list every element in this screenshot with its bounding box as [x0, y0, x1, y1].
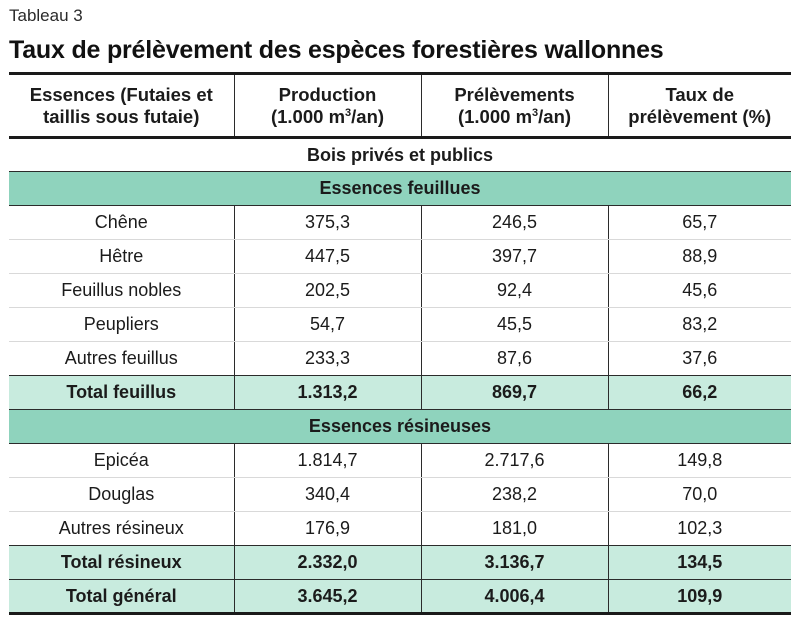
- species-name: Chêne: [9, 205, 235, 240]
- table-title: Taux de prélèvement des espèces forestiè…: [9, 36, 664, 64]
- prelevements-value: 45,5: [420, 307, 609, 342]
- grand-total-prelevements: 4.006,4: [420, 579, 609, 614]
- prelevements-value: 238,2: [420, 477, 609, 512]
- grand-total-name: Total général: [9, 579, 235, 614]
- total-prelevements: 869,7: [420, 375, 609, 410]
- group-label: Essences résineuses: [308, 416, 492, 436]
- total-name: Total résineux: [9, 545, 235, 580]
- total-taux: 66,2: [607, 375, 791, 410]
- species-name: Feuillus nobles: [9, 273, 235, 308]
- total-production: 2.332,0: [233, 545, 422, 580]
- production-value: 375,3: [233, 205, 422, 240]
- production-value: 447,5: [233, 239, 422, 274]
- table-row: Autres feuillus 233,3 87,6 37,6: [9, 341, 791, 376]
- total-production: 1.313,2: [233, 375, 422, 410]
- taux-value: 37,6: [607, 341, 791, 376]
- group-label: Essences feuillues: [319, 178, 481, 198]
- grand-total-taux: 109,9: [607, 579, 791, 614]
- taux-value: 149,8: [607, 443, 791, 478]
- column-header-production: Production (1.000 m3/an): [233, 73, 422, 138]
- species-name: Autres feuillus: [9, 341, 235, 376]
- total-row-feuillus: Total feuillus 1.313,2 869,7 66,2: [9, 375, 791, 410]
- total-prelevements: 3.136,7: [420, 545, 609, 580]
- group-header-feuillus: Essences feuillues: [9, 171, 791, 206]
- prelevements-value: 92,4: [420, 273, 609, 308]
- prelevements-value: 181,0: [420, 511, 609, 546]
- column-header-taux: Taux de prélèvement (%): [607, 73, 791, 138]
- table-row: Chêne 375,3 246,5 65,7: [9, 205, 791, 240]
- species-name: Autres résineux: [9, 511, 235, 546]
- production-value: 202,5: [233, 273, 422, 308]
- group-header-resineux: Essences résineuses: [9, 409, 791, 444]
- prelevements-value: 87,6: [420, 341, 609, 376]
- taux-value: 88,9: [607, 239, 791, 274]
- table-row: Peupliers 54,7 45,5 83,2: [9, 307, 791, 342]
- table-label: Tableau 3: [9, 6, 83, 25]
- species-name: Douglas: [9, 477, 235, 512]
- production-value: 176,9: [233, 511, 422, 546]
- table-row: Epicéa 1.814,7 2.717,6 149,8: [9, 443, 791, 478]
- column-header-essences: Essences (Futaies et taillis sous futaie…: [9, 73, 235, 138]
- taux-value: 102,3: [607, 511, 791, 546]
- prelevements-value: 2.717,6: [420, 443, 609, 478]
- total-taux: 134,5: [607, 545, 791, 580]
- grand-total-production: 3.645,2: [233, 579, 422, 614]
- prelevements-value: 397,7: [420, 239, 609, 274]
- production-value: 233,3: [233, 341, 422, 376]
- column-header-prelevements: Prélèvements (1.000 m3/an): [420, 73, 609, 138]
- section-title-row: Bois privés et publics: [9, 138, 791, 172]
- production-value: 54,7: [233, 307, 422, 342]
- production-value: 1.814,7: [233, 443, 422, 478]
- species-name: Epicéa: [9, 443, 235, 478]
- taux-value: 83,2: [607, 307, 791, 342]
- table-row: Feuillus nobles 202,5 92,4 45,6: [9, 273, 791, 308]
- taux-value: 70,0: [607, 477, 791, 512]
- table-row: Hêtre 447,5 397,7 88,9: [9, 239, 791, 274]
- table-row: Autres résineux 176,9 181,0 102,3: [9, 511, 791, 546]
- section-title: Bois privés et publics: [306, 144, 494, 165]
- data-table: Essences (Futaies et taillis sous futaie…: [9, 72, 791, 615]
- total-row-resineux: Total résineux 2.332,0 3.136,7 134,5: [9, 545, 791, 580]
- prelevements-value: 246,5: [420, 205, 609, 240]
- total-name: Total feuillus: [9, 375, 235, 410]
- taux-value: 45,6: [607, 273, 791, 308]
- species-name: Peupliers: [9, 307, 235, 342]
- species-name: Hêtre: [9, 239, 235, 274]
- taux-value: 65,7: [607, 205, 791, 240]
- grand-total-row: Total général 3.645,2 4.006,4 109,9: [9, 579, 791, 614]
- production-value: 340,4: [233, 477, 422, 512]
- table-row: Douglas 340,4 238,2 70,0: [9, 477, 791, 512]
- header-row: Essences (Futaies et taillis sous futaie…: [9, 73, 791, 138]
